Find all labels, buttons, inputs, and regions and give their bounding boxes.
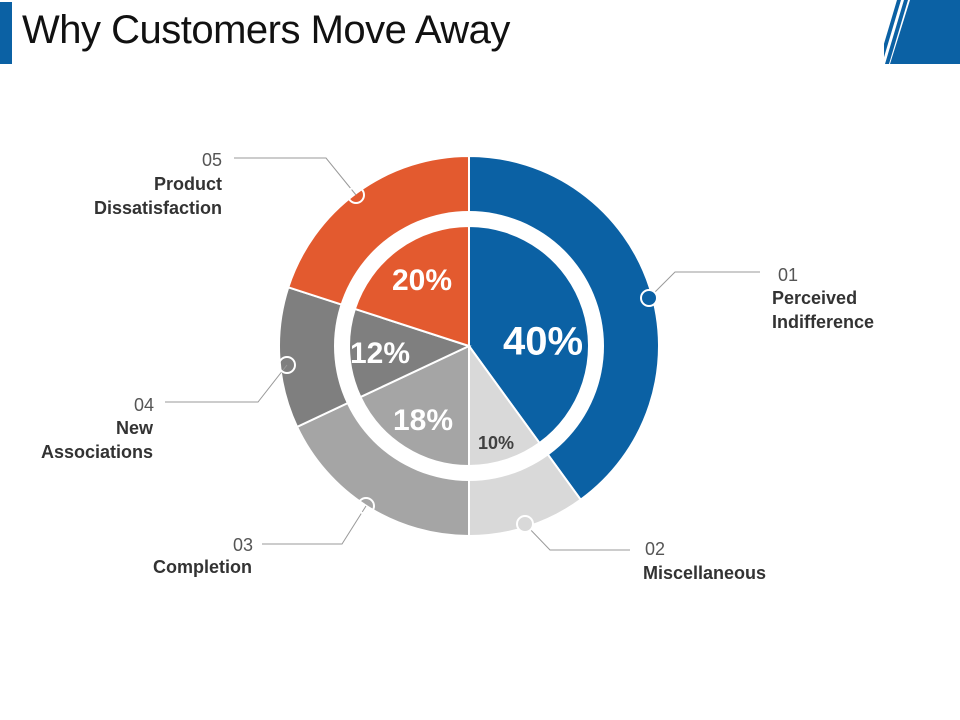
category-label-new-associations: New Associations bbox=[41, 418, 154, 462]
category-number-completion: 03 bbox=[233, 535, 253, 555]
category-label-product-dissatisfaction: Product Dissatisfaction bbox=[94, 174, 222, 218]
inner-slice-miscellaneous bbox=[468, 342, 541, 468]
inner-slice-completion bbox=[359, 344, 470, 468]
page-title: Why Customers Move Away bbox=[22, 8, 510, 52]
marker-dot-product-dissatisfaction bbox=[347, 186, 365, 204]
marker-dot-new-associations bbox=[278, 356, 296, 374]
title-accent-bar bbox=[0, 2, 12, 64]
category-label-miscellaneous: Miscellaneous bbox=[643, 563, 766, 583]
value-label-perceived-indifference: 40% bbox=[503, 320, 583, 364]
marker-dot-perceived-indifference bbox=[640, 289, 658, 307]
inner-slice-new-associations bbox=[348, 307, 472, 399]
category-label-perceived-indifference: Perceived Indifference bbox=[772, 288, 874, 332]
value-label-new-associations: 12% bbox=[350, 337, 410, 370]
leader-line-product-dissatisfaction bbox=[234, 157, 357, 196]
inner-slice-perceived-indifference bbox=[468, 224, 590, 445]
category-number-new-associations: 04 bbox=[134, 395, 154, 415]
category-number-product-dissatisfaction: 05 bbox=[202, 150, 222, 170]
leader-line-new-associations bbox=[165, 364, 288, 403]
marker-dot-miscellaneous bbox=[516, 515, 534, 533]
value-label-completion: 18% bbox=[393, 404, 453, 437]
category-number-perceived-indifference: 01 bbox=[778, 265, 798, 285]
marker-dot-completion bbox=[357, 497, 375, 515]
value-label-miscellaneous: 10% bbox=[478, 433, 514, 453]
corner-stripes-logo bbox=[884, 0, 960, 64]
leader-line-perceived-indifference bbox=[648, 271, 760, 299]
category-number-miscellaneous: 02 bbox=[645, 539, 665, 559]
value-label-product-dissatisfaction: 20% bbox=[392, 264, 452, 297]
leader-line-miscellaneous bbox=[524, 523, 630, 551]
leader-line-completion bbox=[262, 505, 367, 545]
inner-slice-product-dissatisfaction bbox=[353, 224, 470, 348]
category-label-completion: Completion bbox=[153, 557, 252, 577]
